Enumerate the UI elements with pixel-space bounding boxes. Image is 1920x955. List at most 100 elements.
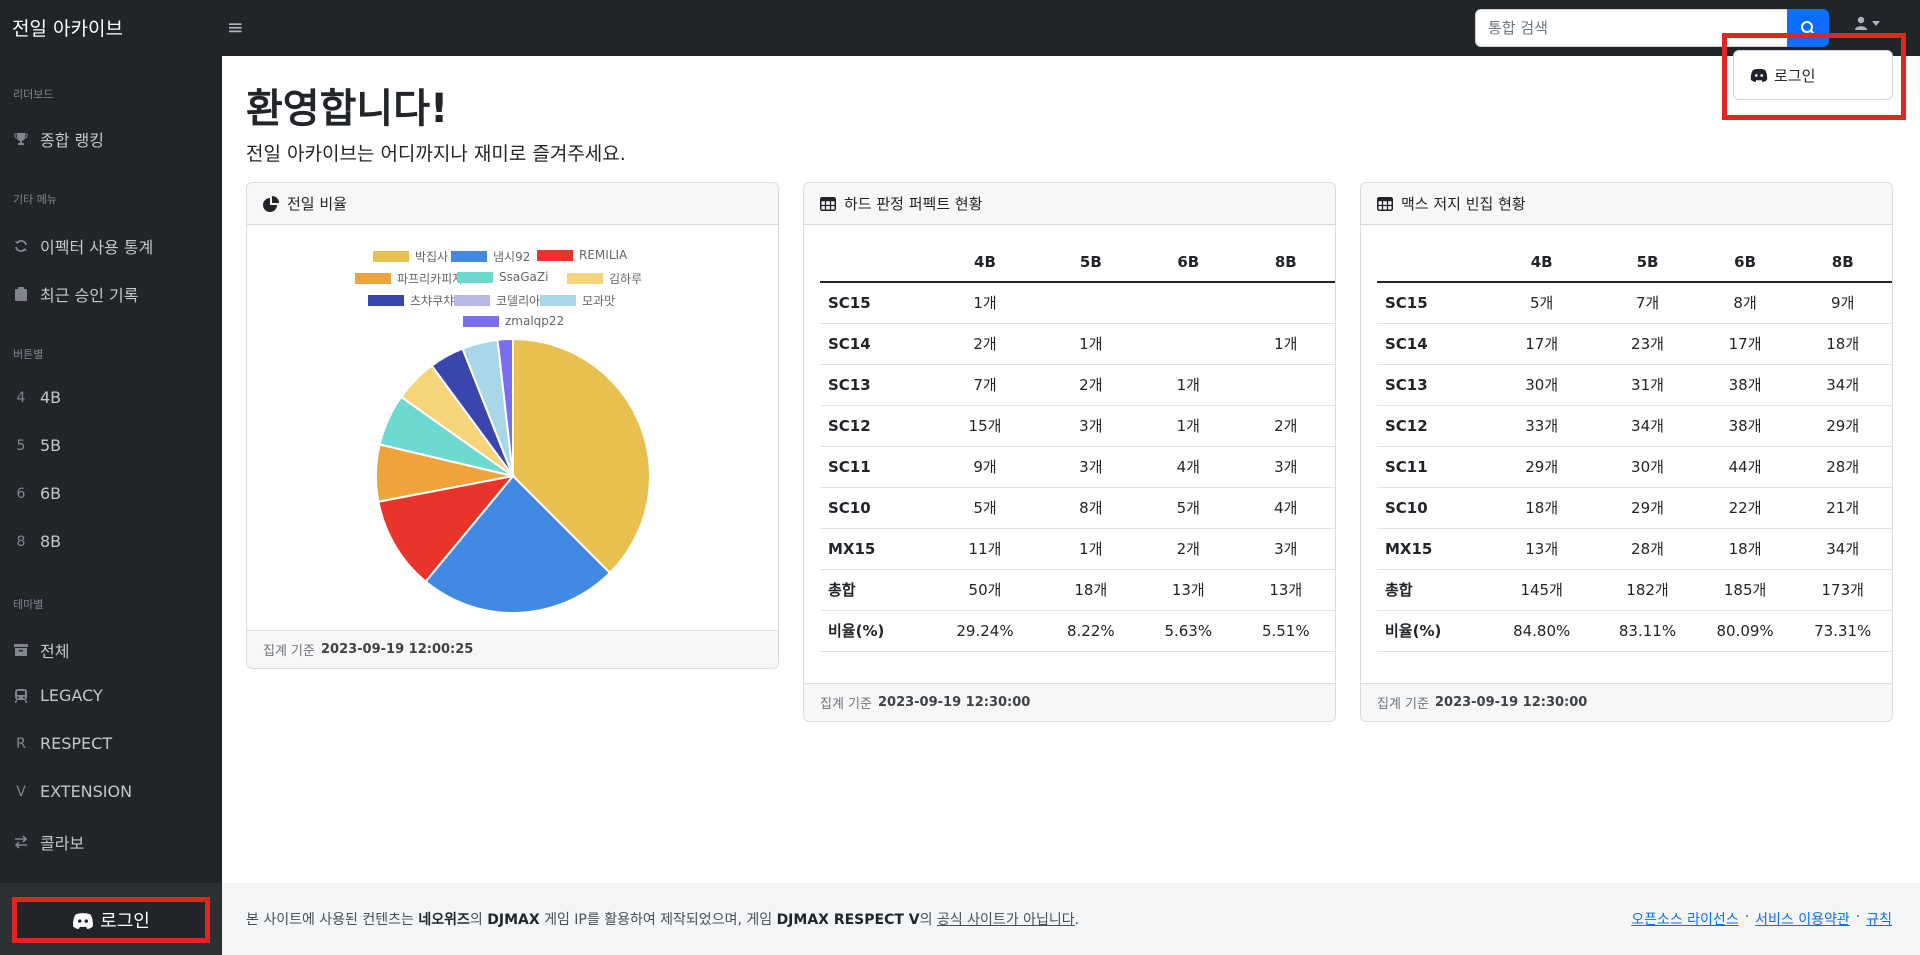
legend-label: REMILIA [579,248,628,262]
footer-text: 공식 사이트가 아닙니다 [936,912,1075,928]
table-cell: 3개 [1236,446,1335,488]
legend-item[interactable]: 모과맛 [540,292,615,309]
sidebar-item-recent-approvals[interactable]: 최근 승인 기록 [14,282,139,306]
sidebar-item-label: 5B [40,436,62,455]
table-cell [1140,323,1237,365]
table-cell: 5개 [1140,487,1237,529]
legend-item[interactable]: 박집사 [373,248,448,265]
legend-swatch [457,271,493,283]
train-icon [14,688,28,703]
pie-chart-icon [263,195,279,212]
table-row: MX15 13개 28개 18개 34개 [1377,528,1892,570]
sidebar-item-label: 전체 [40,642,70,661]
table-row: SC13 7개 2개 1개 [820,364,1335,406]
footer-text: 게임 IP를 활용하여 제작되었으며, 게임 [539,912,777,928]
sidebar-heading-leaderboard: 리더보드 [13,88,54,101]
table-cell: 31개 [1598,364,1697,406]
table-cell: 44개 [1696,446,1794,488]
legend-item[interactable]: SsaGaZi [457,270,548,284]
footer-text: DJMAX RESPECT V [776,912,920,928]
legend-item[interactable]: zmalqp22 [463,314,564,328]
dropdown-login-label[interactable]: 로그인 [1774,66,1816,85]
rules-link[interactable]: 규칙 [1866,912,1892,928]
column-header: 4B [1485,242,1599,283]
footer-label: 집계 기준 [1377,697,1429,712]
hard-perfect-card: 하드 판정 퍼펙트 현황 4B 5B 6B 8B SC15 1개 SC14 2개 1개 1개 SC1… [803,182,1336,722]
app-title[interactable]: 전일 아카이브 [12,18,123,40]
sidebar-item-label: 6B [40,484,62,503]
page-title: 환영합니다! [246,86,449,132]
table-cell: 18개 [1041,569,1141,611]
table-cell: 2개 [928,323,1042,365]
pie-slice[interactable] [512,337,651,575]
sidebar-login-label: 로그인 [100,911,150,932]
sidebar-item-extension[interactable]: V EXTENSION [14,782,132,801]
table-cell: 18개 [1485,487,1599,529]
sidebar-item-legacy[interactable]: LEGACY [14,686,103,705]
table-cell: 2개 [1041,364,1141,406]
max-judge-table: 4B 5B 6B 8B SC15 5개 7개 8개 9개 SC14 17개 23개 17개 18개 SC13… [1377,242,1892,652]
row-header: SC10 [820,487,929,529]
hard-card-footer: 집계 기준 2023-09-19 12:30:00 [804,683,1335,721]
table-row: SC10 5개 8개 5개 4개 [820,487,1335,529]
letter-v-icon: V [16,783,26,800]
opensource-license-link[interactable]: 오픈소스 라이선스 [1631,912,1739,928]
legend-item[interactable]: 코델리아 [454,292,540,309]
legend-swatch [355,273,391,284]
row-header: SC15 [820,282,929,324]
table-row: 총합 145개 182개 185개 173개 [1377,569,1892,611]
sidebar-item-collab[interactable]: 콜라보 [14,830,84,854]
row-header: SC10 [1377,487,1486,529]
sidebar-item-all[interactable]: 전체 [14,638,69,662]
legend-item[interactable]: 김하루 [567,270,642,287]
legend-item[interactable]: 냄시92 [451,248,530,265]
legend-item[interactable]: 츠챠쿠챠 [368,292,454,309]
table-cell: 13개 [1485,528,1599,570]
sidebar-login-button[interactable]: 로그인 [12,897,210,943]
footer-disclaimer: 본 사이트에 사용된 컨텐츠는 네오위즈의 DJMAX 게임 IP를 활용하여 … [246,909,1079,929]
table-cell: 1개 [928,282,1042,324]
number-6-icon: 6 [16,485,26,502]
footer-text: . [1074,912,1080,928]
user-menu-toggle[interactable] [1854,16,1880,30]
table-row: SC14 2개 1개 1개 [820,323,1335,365]
page-lead: 전일 아카이브는 어디까지나 재미로 즐겨주세요. [246,143,626,165]
terms-of-service-link[interactable]: 서비스 이용약관 [1755,912,1850,928]
footer-text: DJMAX [487,912,540,928]
table-cell: 34개 [1793,364,1892,406]
legend-swatch [451,251,487,262]
pie-slice[interactable] [377,474,516,583]
row-header: 총합 [1377,569,1486,611]
sidebar-item-4b[interactable]: 4 4B [14,388,62,407]
table-cell [1140,282,1237,324]
table-cell: 5개 [1485,282,1599,324]
sidebar-item-label: EXTENSION [40,782,133,801]
search-input[interactable] [1475,9,1787,47]
sidebar-item-6b[interactable]: 6 6B [14,484,62,503]
sidebar-item-total-ranking[interactable]: 종합 랭킹 [14,127,104,151]
sidebar-heading-themes: 테마별 [13,598,44,611]
number-5-icon: 5 [16,437,26,454]
sidebar-item-label: RESPECT [40,734,113,753]
sidebar-item-5b[interactable]: 5 5B [14,436,62,455]
legend-item[interactable]: 파프리카피자 [355,270,463,287]
search-button[interactable] [1787,9,1829,47]
row-header: 총합 [820,569,929,611]
row-header: 비율(%) [1377,610,1486,652]
table-cell: 34개 [1793,528,1892,570]
max-card-header: 맥스 저지 빈집 현황 [1361,183,1892,225]
sidebar-heading-buttons: 버튼별 [13,348,44,361]
sidebar-item-label: 이펙터 사용 통계 [40,238,154,257]
table-row: SC12 15개 3개 1개 2개 [820,405,1335,447]
legend-label: 냄시92 [493,250,531,264]
pie-slice[interactable] [424,474,612,614]
legend-item[interactable]: REMILIA [537,248,627,262]
pie-slice[interactable] [496,337,514,477]
sidebar-item-effector-stats[interactable]: 이펙터 사용 통계 [14,234,153,258]
sidebar-item-8b[interactable]: 8 8B [14,532,62,551]
menu-toggle-icon[interactable]: ≡ [227,15,244,39]
table-cell: 8개 [1696,282,1794,324]
table-cell: 9개 [1793,282,1892,324]
table-cell: 1개 [1140,405,1237,447]
sidebar-item-respect[interactable]: R RESPECT [14,734,112,753]
